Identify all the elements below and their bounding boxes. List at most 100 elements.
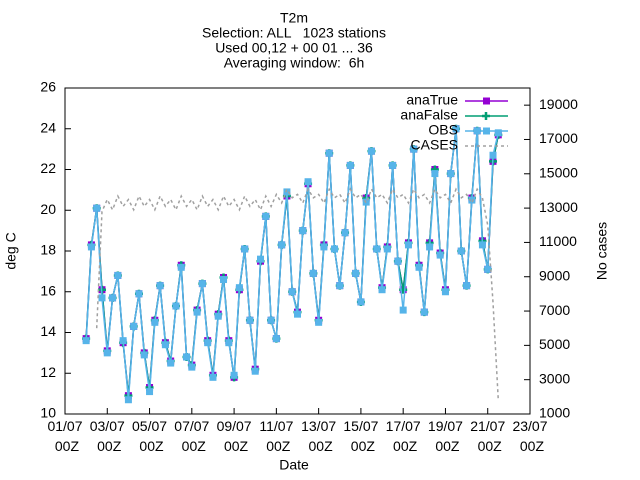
y2-tick-label: 17000 (539, 130, 578, 146)
data-point (193, 308, 201, 316)
legend-label: anaFalse (400, 107, 458, 123)
x-tick-label: 05/07 00Z (132, 418, 167, 454)
x-tick-hour: 00Z (389, 438, 417, 454)
data-point (325, 149, 333, 157)
data-point (146, 388, 154, 396)
legend-marker (483, 127, 490, 135)
data-point (447, 170, 455, 178)
data-point (304, 178, 312, 186)
x-tick-label: 19/07 00Z (428, 418, 463, 454)
x-tick-hour: 00Z (516, 438, 544, 454)
data-point (124, 396, 132, 404)
series-line (95, 187, 500, 401)
y2-tick-label: 13000 (539, 199, 578, 215)
x-tick-hour: 00Z (51, 438, 79, 454)
data-point (161, 341, 169, 349)
data-point (420, 308, 428, 316)
x-tick-date: 09/07 (217, 418, 252, 434)
x-tick-label: 11/07 00Z (259, 418, 293, 454)
data-point (251, 367, 259, 375)
data-point (109, 294, 117, 302)
data-point (352, 269, 360, 277)
data-point (410, 145, 418, 153)
data-point (484, 265, 492, 273)
y2-tick-label: 1000 (539, 405, 570, 421)
y-tick-label: 18 (40, 242, 56, 258)
data-point (457, 247, 465, 255)
x-tick-label: 07/07 00Z (174, 418, 209, 454)
chart-title: Used 00,12 + 00 01 ... 36 (215, 40, 373, 56)
data-point (441, 288, 449, 296)
data-point (378, 286, 386, 294)
x-tick-hour: 00Z (220, 438, 248, 454)
x-tick-hour: 00Z (136, 438, 164, 454)
data-point (214, 312, 222, 320)
legend-marker (483, 97, 490, 105)
x-tick-date: 05/07 (132, 418, 167, 434)
y-tick-label: 14 (40, 323, 56, 339)
x-tick-date: 03/07 (90, 418, 125, 434)
x-tick-date: 11/07 (259, 418, 293, 434)
y-tick-label: 20 (40, 201, 56, 217)
data-point (87, 243, 95, 251)
data-point (140, 351, 148, 359)
data-point (114, 271, 122, 279)
x-tick-date: 07/07 (174, 418, 209, 434)
y2-tick-label: 9000 (539, 267, 570, 283)
x-tick-date: 17/07 (386, 418, 421, 434)
data-point (151, 318, 159, 326)
x-tick-date: 21/07 (470, 418, 505, 434)
data-point (463, 282, 471, 290)
data-point (346, 161, 354, 169)
data-point (404, 241, 412, 249)
x-tick-hour: 00Z (262, 438, 290, 454)
data-point (272, 335, 280, 343)
y2-axis-label: No cases (594, 222, 610, 280)
x-tick-hour: 00Z (347, 438, 375, 454)
legend-label: CASES (411, 137, 458, 153)
legend-marker (482, 112, 490, 120)
data-point (172, 302, 180, 310)
data-point (209, 373, 217, 381)
data-point (235, 284, 243, 292)
data-point (367, 147, 375, 155)
x-tick-hour: 00Z (431, 438, 459, 454)
data-point (204, 339, 212, 347)
data-point (299, 227, 307, 235)
x-tick-hour: 00Z (305, 438, 333, 454)
y-tick-label: 10 (40, 405, 56, 421)
data-point (278, 241, 286, 249)
data-point (426, 243, 434, 251)
x-tick-date: 13/07 (301, 418, 336, 434)
x-tick-label: 09/07 00Z (217, 418, 252, 454)
x-tick-hour: 00Z (474, 438, 502, 454)
legend-label: anaTrue (406, 92, 458, 108)
data-point (320, 243, 328, 251)
data-point (230, 371, 238, 379)
data-point (373, 245, 381, 253)
chart-title: T2m (280, 10, 308, 26)
data-point (241, 245, 249, 253)
data-point (489, 151, 497, 159)
data-point (188, 363, 196, 371)
y2-tick-label: 3000 (539, 370, 570, 386)
data-point (156, 282, 164, 290)
y-tick-label: 16 (40, 282, 56, 298)
x-tick-label: 17/07 00Z (386, 418, 421, 454)
data-point (257, 255, 265, 263)
data-point (294, 310, 301, 318)
data-point (415, 263, 423, 271)
data-point (220, 276, 228, 284)
data-point (478, 241, 486, 249)
data-point (93, 204, 101, 212)
legend-label: OBS (428, 122, 458, 138)
y2-tick-label: 5000 (539, 336, 570, 352)
y-tick-label: 22 (40, 160, 56, 176)
y-tick-label: 26 (40, 79, 56, 95)
data-point (103, 349, 111, 357)
data-point (283, 188, 291, 196)
data-point (389, 161, 397, 169)
data-point (167, 359, 175, 367)
y2-tick-label: 19000 (539, 96, 578, 112)
